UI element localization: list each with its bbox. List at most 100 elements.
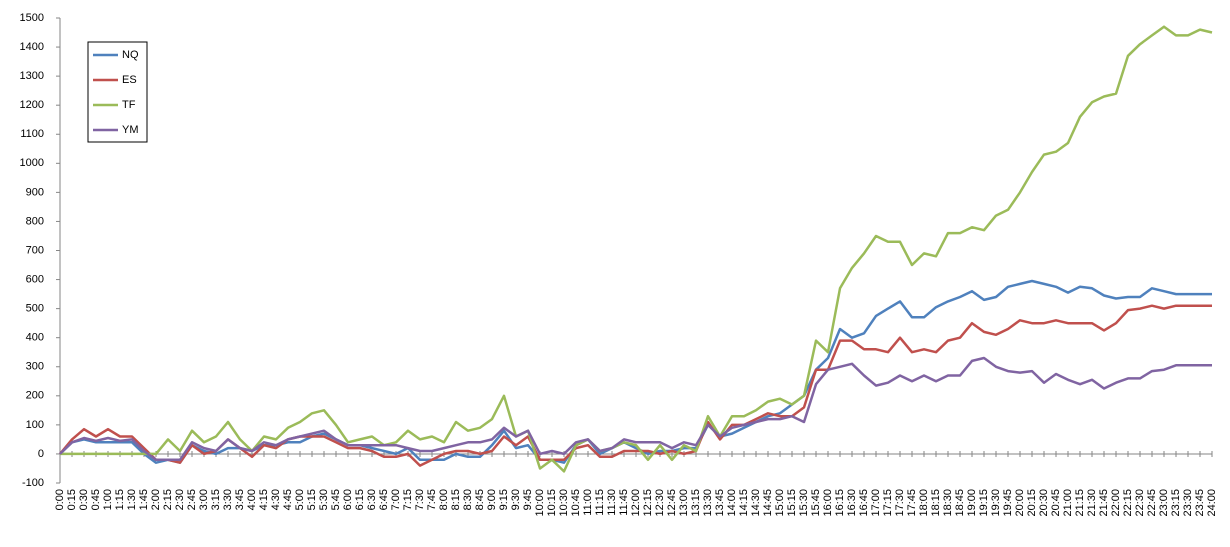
x-tick-label: 11:45 [618,489,630,516]
x-tick-label: 12:00 [630,489,642,517]
x-tick-label: 16:15 [834,489,846,517]
x-tick-label: 8:15 [450,489,462,510]
x-tick-label: 13:00 [678,489,690,517]
legend-box [87,41,148,143]
x-tick-label: 2:15 [162,489,174,510]
x-tick-label: 17:00 [870,489,882,517]
x-tick-label: 18:30 [942,489,954,517]
series-line [60,25,1213,473]
x-tick-label: 7:00 [390,489,402,510]
x-tick-label: 2:30 [174,489,186,510]
x-tick-label: 12:30 [654,489,666,517]
x-tick-label: 3:45 [234,489,246,510]
x-tick-label: 3:15 [210,489,222,510]
x-tick-label: 9:00 [486,489,498,510]
x-tick-label: 24:00 [1206,489,1218,517]
x-tick-label: 19:30 [990,489,1002,517]
x-tick-label: 5:00 [294,489,306,510]
x-tick-label: 21:45 [1098,489,1110,517]
x-tick-label: 0:45 [90,489,102,510]
legend-label: ES [122,74,137,86]
x-tick-label: 10:45 [570,489,582,517]
legend-label: TF [122,99,136,111]
x-tick-label: 18:00 [918,489,930,517]
x-tick-label: 8:45 [474,489,486,510]
x-tick-label: 11:00 [582,489,594,516]
y-tick-label: 400 [26,332,44,344]
x-tick-label: 15:45 [810,489,822,517]
x-tick-label: 14:00 [726,489,738,517]
x-tick-label: 16:45 [858,489,870,517]
y-tick-label: 900 [26,186,44,198]
x-tick-label: 14:45 [762,489,774,517]
x-tick-label: 20:30 [1038,489,1050,517]
x-tick-label: 5:15 [306,489,318,510]
x-tick-label: 2:45 [186,489,198,510]
x-tick-label: 13:30 [702,489,714,517]
y-tick-label: 0 [38,448,44,460]
x-tick-label: 14:30 [750,489,762,517]
x-tick-label: 6:15 [354,489,366,510]
x-tick-label: 23:45 [1194,489,1206,517]
y-tick-label: 200 [26,390,44,402]
x-tick-label: 4:00 [246,489,258,510]
x-tick-label: 4:30 [270,489,282,510]
x-tick-label: 5:45 [330,489,342,510]
x-tick-label: 19:45 [1002,489,1014,517]
x-tick-label: 0:30 [78,489,90,510]
x-tick-label: 20:45 [1050,489,1062,517]
x-tick-label: 22:45 [1146,489,1158,517]
x-tick-label: 22:15 [1122,489,1134,517]
x-tick-label: 1:30 [126,489,138,510]
x-tick-label: 6:00 [342,489,354,510]
series-line [59,279,1212,464]
x-tick-label: 23:30 [1182,489,1194,517]
x-tick-label: 22:00 [1110,489,1122,517]
series-line [59,356,1212,462]
x-tick-label: 12:15 [642,489,654,517]
x-tick-label: 9:15 [498,489,510,510]
x-tick-label: 10:15 [546,489,558,517]
x-tick-label: 15:30 [798,489,810,517]
series-line [59,304,1212,467]
x-tick-label: 16:30 [846,489,858,517]
x-tick-label: 9:30 [510,489,522,510]
y-tick-label: 500 [26,303,44,315]
x-tick-label: 7:45 [426,489,438,510]
x-tick-label: 11:15 [594,489,606,516]
x-tick-label: 18:45 [954,489,966,517]
x-tick-label: 20:15 [1026,489,1038,517]
x-tick-label: 2:00 [150,489,162,510]
x-tick-label: 1:00 [102,489,114,510]
y-tick-label: -100 [22,477,44,489]
x-tick-label: 8:30 [462,489,474,510]
x-tick-label: 9:45 [522,489,534,510]
x-tick-label: 3:00 [198,489,210,510]
x-tick-label: 0:00 [54,489,66,510]
x-tick-label: 15:00 [774,489,786,517]
x-tick-label: 23:00 [1158,489,1170,517]
x-tick-label: 19:15 [978,489,990,517]
x-tick-label: 1:15 [114,489,126,510]
x-tick-label: 10:30 [558,489,570,517]
x-tick-label: 3:30 [222,489,234,510]
x-tick-label: 4:45 [282,489,294,510]
x-tick-label: 17:15 [882,489,894,517]
x-tick-label: 20:00 [1014,489,1026,517]
x-tick-label: 21:15 [1074,489,1086,517]
y-tick-label: 800 [26,215,44,227]
x-tick-label: 23:15 [1170,489,1182,517]
x-tick-label: 15:15 [786,489,798,517]
x-tick-label: 21:00 [1062,489,1074,517]
x-tick-label: 5:30 [318,489,330,510]
y-tick-label: 1100 [20,128,44,140]
x-tick-label: 11:30 [606,489,618,516]
legend-label: NQ [122,49,139,61]
legend-label: YM [122,124,139,136]
x-tick-label: 7:15 [402,489,414,510]
x-tick-label: 21:30 [1086,489,1098,517]
y-tick-label: 300 [26,361,44,373]
x-tick-label: 16:00 [822,489,834,517]
x-tick-label: 22:30 [1134,489,1146,517]
